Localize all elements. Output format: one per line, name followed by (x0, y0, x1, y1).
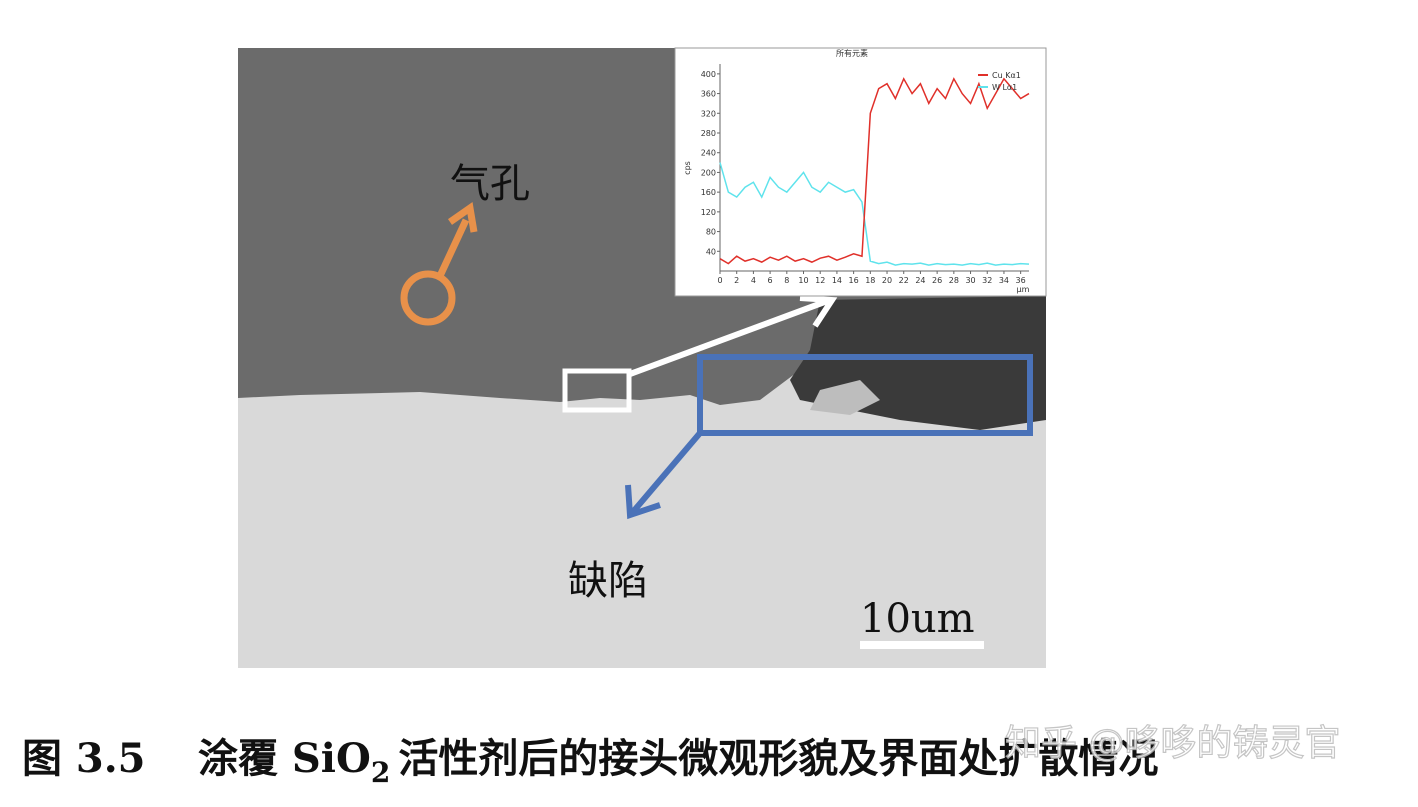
defect-box (697, 354, 1033, 436)
x-tick-label: 8 (784, 276, 789, 285)
pore-arrow (436, 218, 470, 278)
y-tick-label: 120 (701, 208, 716, 217)
x-tick-label: 14 (832, 276, 842, 285)
watermark: 知乎 @哆哆的铸灵官 (1005, 723, 1340, 764)
inset-frame (674, 47, 1047, 297)
data-line (719, 77, 1030, 265)
x-tick-label: 26 (932, 276, 942, 285)
scan-arrow-head (799, 295, 838, 328)
data-line (719, 162, 1030, 266)
x-tick-label: 10 (798, 276, 808, 285)
x-tick-label: 4 (751, 276, 756, 285)
y-tick-label: 160 (701, 188, 716, 197)
pore-label: 气孔 (450, 161, 530, 207)
y-tick-label: 40 (706, 247, 716, 256)
x-tick-label: 22 (899, 276, 909, 285)
x-axis-label: μm (1017, 285, 1030, 294)
x-tick-label: 0 (717, 276, 722, 285)
x-tick-label: 12 (815, 276, 825, 285)
x-tick-label: 6 (768, 276, 773, 285)
caption-label: 图 3.5 (22, 735, 146, 782)
x-tick-label: 34 (999, 276, 1009, 285)
x-tick-label: 30 (965, 276, 975, 285)
scale-bar-label: 10um (860, 596, 975, 642)
x-tick-label: 16 (849, 276, 859, 285)
legend-label: W Lα1 (992, 83, 1017, 92)
y-axis-label: cps (683, 161, 692, 175)
y-tick-label: 80 (706, 228, 716, 237)
caption-part: 活性剂后的接头微观形貌及界面处扩散情况 (398, 735, 1158, 782)
y-tick-label: 280 (701, 129, 716, 138)
x-tick-label: 2 (734, 276, 739, 285)
y-tick-label: 240 (701, 149, 716, 158)
pore-arrow-head (447, 201, 478, 233)
y-tick-label: 400 (701, 70, 716, 79)
scan-box (562, 368, 632, 413)
defect-arrow (629, 431, 703, 515)
x-tick-label: 24 (915, 276, 925, 285)
y-tick-label: 360 (701, 90, 716, 99)
chart-title: 所有元素 (836, 48, 868, 58)
legend-label: Cu Kα1 (992, 71, 1021, 80)
defect-label: 缺陷 (568, 558, 648, 604)
defect-arrow-head (625, 484, 661, 520)
x-tick-label: 28 (949, 276, 959, 285)
scan-arrow (628, 297, 832, 377)
caption-subscript: 2 (371, 756, 390, 789)
defect-light (810, 380, 880, 415)
x-tick-label: 20 (882, 276, 892, 285)
y-tick-label: 200 (701, 168, 716, 177)
pore-marker (400, 270, 456, 326)
x-tick-label: 18 (865, 276, 875, 285)
caption-part: 涂覆 SiO (198, 735, 371, 782)
x-tick-label: 32 (982, 276, 992, 285)
y-tick-label: 320 (701, 109, 716, 118)
caption-text: 涂覆 SiO2 活性剂后的接头微观形貌及界面处扩散情况 (198, 735, 1158, 789)
x-tick-label: 36 (1016, 276, 1026, 285)
inset-chart: 所有元素 cps μm 4080120160200240280320360400… (674, 47, 1047, 297)
